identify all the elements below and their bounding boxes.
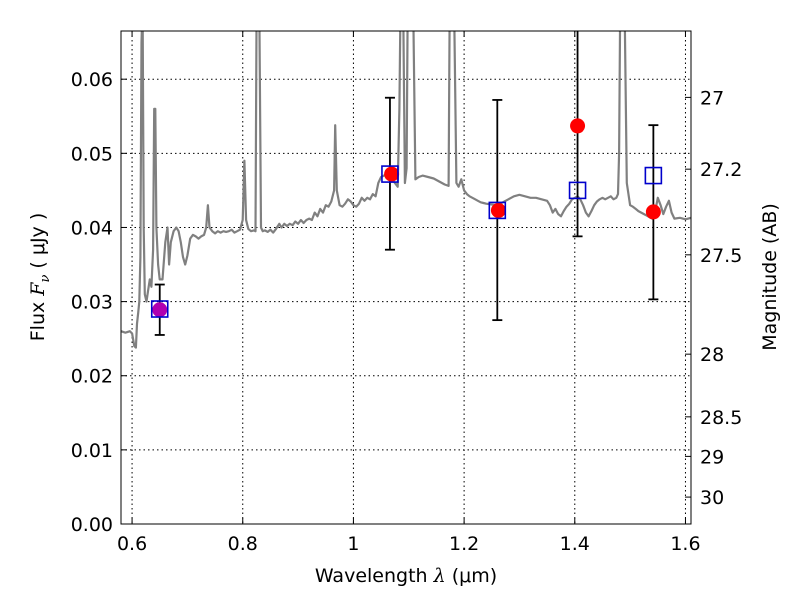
x-axis-title: Wavelength λ (μm) <box>315 565 497 587</box>
y2-axis-title: Magnitude (AB) <box>759 203 781 351</box>
observed-square-marker <box>381 165 399 183</box>
model-point <box>384 166 400 182</box>
plot-frame <box>120 30 692 525</box>
model-point <box>152 302 168 318</box>
observed-square-marker <box>568 181 587 200</box>
axis-ticks <box>121 31 691 525</box>
x-tick-label: 1.2 <box>449 533 479 555</box>
model-spectrum-line <box>121 31 691 349</box>
y-axis-title-units: ( μJy ) <box>27 213 49 275</box>
model-spectrum-layer <box>121 31 691 349</box>
x-tick-label: 1 <box>347 533 359 555</box>
x-tick-labels: 0.6 0.8 1 1.2 1.4 1.6 <box>117 533 701 555</box>
y-axis-title-fnu: F <box>27 282 49 297</box>
y2-tick-label: 27 <box>700 87 724 109</box>
y-tick-label: 0.04 <box>71 217 113 239</box>
x-axis-title-prefix: Wavelength <box>315 565 434 587</box>
y2-tick-label: 27.2 <box>700 159 742 181</box>
x-axis-title-lambda: λ <box>433 565 446 587</box>
y2-tick-label: 28 <box>700 344 724 366</box>
x-tick-label: 0.8 <box>228 533 258 555</box>
y-tick-labels: 0.00 0.01 0.02 0.03 0.04 0.05 0.06 <box>71 69 113 536</box>
y2-tick-label: 28.5 <box>700 407 742 429</box>
y2-tick-label: 30 <box>700 487 724 509</box>
y2-tick-label: 29 <box>700 446 724 468</box>
y-tick-label: 0.00 <box>71 514 113 536</box>
data-points-layer <box>150 31 663 336</box>
y-axis-title-sub: ν <box>38 275 53 283</box>
y-tick-label: 0.02 <box>71 366 113 388</box>
y-tick-label: 0.01 <box>71 440 113 462</box>
observed-square-marker <box>644 166 663 185</box>
observed-square-marker <box>150 300 169 318</box>
y-axis-title: Flux Fν ( μJy ) <box>27 213 53 342</box>
y-tick-label: 0.06 <box>71 69 113 91</box>
x-axis-title-units: (μm) <box>446 565 497 587</box>
y-tick-label: 0.05 <box>71 143 113 165</box>
x-tick-label: 0.6 <box>117 533 147 555</box>
x-tick-label: 1.6 <box>670 533 700 555</box>
y-axis-title-prefix: Flux <box>27 296 49 342</box>
y-tick-label: 0.03 <box>71 292 113 314</box>
x-tick-label: 1.4 <box>560 533 590 555</box>
observed-square-marker <box>488 201 507 220</box>
model-point <box>570 118 586 134</box>
model-point <box>645 204 661 220</box>
y2-tick-label: 27.5 <box>700 245 742 267</box>
y2-tick-labels: 27 27.2 27.5 28 28.5 29 30 <box>700 87 742 509</box>
model-point <box>490 202 506 218</box>
